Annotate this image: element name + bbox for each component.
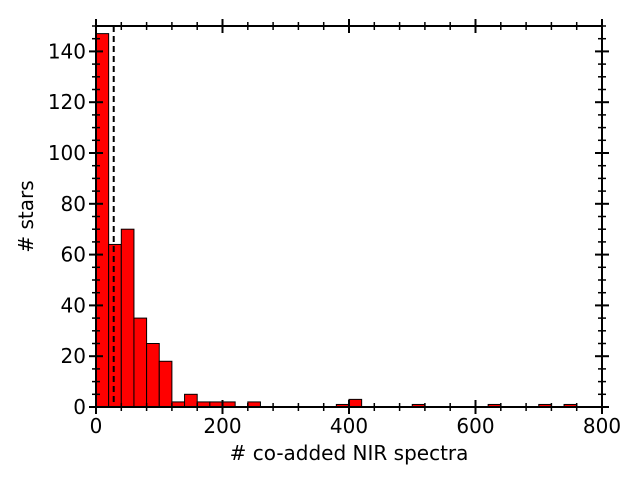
y-axis-label: # stars xyxy=(14,180,38,252)
y-tick-label: 20 xyxy=(61,344,86,368)
x-tick-label: 600 xyxy=(456,414,494,438)
y-tick-label: 120 xyxy=(48,90,86,114)
histogram-bar xyxy=(146,343,160,408)
y-tick-label: 60 xyxy=(61,243,86,267)
x-tick-label: 200 xyxy=(203,414,241,438)
plot-frame xyxy=(95,25,603,408)
y-tick-label: 100 xyxy=(48,141,86,165)
y-tick-label: 140 xyxy=(48,39,86,63)
histogram-bars xyxy=(95,33,578,408)
y-tick-label: 0 xyxy=(73,395,86,419)
x-tick-labels: 0 200 400 600 800 xyxy=(90,414,621,438)
axis-ticks xyxy=(89,19,609,414)
x-axis-label: # co-added NIR spectra xyxy=(230,441,469,465)
histogram-bar xyxy=(108,243,122,408)
y-tick-label: 80 xyxy=(61,192,86,216)
histogram-bar xyxy=(348,398,363,408)
y-tick-label: 40 xyxy=(61,293,86,317)
x-tick-label: 0 xyxy=(90,414,103,438)
histogram-bar xyxy=(120,228,135,408)
x-tick-label: 800 xyxy=(583,414,621,438)
histogram-bar xyxy=(184,393,198,408)
y-tick-labels: 0 20 40 60 80 100 120 140 xyxy=(48,39,86,419)
histogram-bar xyxy=(133,317,148,408)
histogram-bar xyxy=(158,360,173,408)
x-tick-label: 400 xyxy=(330,414,368,438)
